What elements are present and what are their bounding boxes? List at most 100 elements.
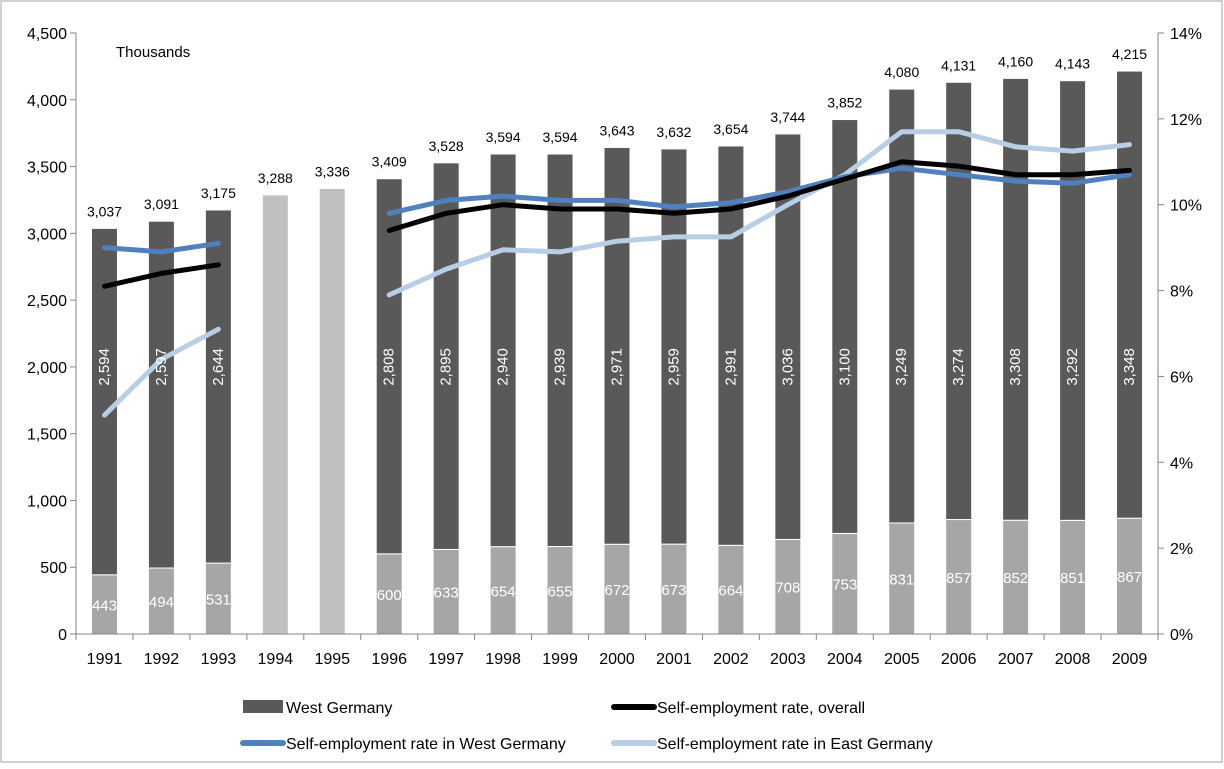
east-label-1997: 633 [434,585,459,602]
line-self-employment-rate-in-west-germany-seg0 [102,240,221,255]
total-label-1995: 3,336 [315,163,350,179]
units-annotation: Thousands [116,44,190,61]
bar-west-1997 [432,162,460,550]
west-label-1997: 2,895 [438,348,455,386]
bar-east-1992 [147,567,175,635]
bar-east-2007 [1002,519,1030,635]
line-self-employment-rate-overall-seg0 [102,262,221,289]
x-axis-tick-label: 1995 [314,651,350,668]
bar-east-2000 [603,543,631,635]
bar-west-2007 [1002,77,1030,521]
left-axis-tick-label: 4,500 [27,26,67,43]
right-axis-tick-label: 14% [1170,26,1202,43]
x-axis-tick-label: 2009 [1112,651,1148,668]
east-label-2002: 664 [718,583,743,600]
left-axis-tick-label: 0 [58,627,67,644]
total-label-1994: 3,288 [258,170,293,186]
east-label-2003: 708 [775,580,800,597]
total-label-1996: 3,409 [372,154,407,170]
bar-east-2005 [888,522,916,635]
x-axis-tick-label: 2003 [770,651,806,668]
left-axis-tick-label: 1,000 [27,493,67,510]
x-axis-tick-label: 1992 [144,651,180,668]
east-label-2004: 753 [832,577,857,594]
west-label-1993: 2,644 [210,348,227,386]
right-axis-tick-label: 10% [1170,198,1202,215]
east-label-2008: 851 [1060,570,1085,587]
line-self-employment-rate-overall-seg1 [386,159,1132,233]
left-axis: 0 500 1,000 1,500 2,000 2,500 3,000 3,500 4,000 4… [27,26,77,644]
bar-west-2002 [717,145,745,546]
bar-total-1994 [261,194,289,635]
bars [90,70,1144,635]
left-axis-tick-label: 3,000 [27,226,67,243]
bar-west-2005 [888,88,916,524]
legend-label-self-employment-rate-overall: Self-employment rate, overall [657,700,865,717]
x-axis-tick-label: 1999 [542,651,578,668]
left-axis-tick-label: 3,500 [27,160,67,177]
total-label-1992: 3,091 [144,196,179,212]
east-label-1993: 531 [206,592,231,609]
right-axis-tick-label: 4% [1170,455,1193,472]
legend-label-west-germany: West Germany [286,700,392,717]
bar-total-1995 [318,187,346,635]
bar-west-1993 [204,209,232,564]
legend-label-self-employment-rate-in-east-germany: Self-employment rate in East Germany [657,736,933,753]
bar-west-1991 [90,227,118,576]
west-label-2006: 3,274 [950,348,967,386]
total-label-2002: 3,654 [713,121,748,137]
bar-west-2006 [945,81,973,521]
bar-west-2008 [1059,80,1087,521]
x-axis-tick-label: 1997 [428,651,464,668]
x-axis-tick-label: 2000 [599,651,635,668]
lines [102,129,1132,418]
total-label-2009: 4,215 [1112,46,1147,62]
line-self-employment-rate-in-east-germany-seg0 [102,326,221,418]
west-label-2000: 2,971 [609,348,626,386]
west-label-1991: 2,594 [96,348,113,386]
bar-east-2006 [945,519,973,635]
bar-east-2001 [660,543,688,635]
legend: West Germany Self-employment rate, overal… [240,700,933,753]
x-axis-tick-label: 1991 [87,651,123,668]
west-label-2007: 3,308 [1007,348,1024,386]
east-label-1996: 600 [377,587,402,604]
right-axis-tick-label: 8% [1170,284,1193,301]
x-axis-tick-label: 2007 [998,651,1034,668]
east-label-2000: 672 [604,582,629,599]
west-label-2005: 3,249 [893,348,910,386]
left-axis-tick-label: 2,500 [27,293,67,310]
x-axis: 1991 1992 1993 1994 1995 1996 1997 1998 1999 2000… [75,633,1159,668]
x-axis-tick-label: 2004 [827,651,863,668]
x-axis-tick-label: 1996 [371,651,407,668]
bar-east-1999 [546,546,574,635]
east-label-2009: 867 [1117,569,1142,586]
total-label-2005: 4,080 [884,64,919,80]
left-axis-tick-label: 2,000 [27,360,67,377]
east-label-1999: 655 [548,583,573,600]
x-axis-tick-label: 2006 [941,651,977,668]
west-label-2002: 2,991 [722,348,739,386]
total-label-1998: 3,594 [486,129,521,145]
total-label-2000: 3,643 [599,122,634,138]
right-axis: 0% 2% 4% 6% 8% 10% 12% 14% [1157,26,1202,644]
left-axis-tick-label: 1,500 [27,427,67,444]
west-label-1999: 2,939 [552,348,569,386]
x-axis-tick-label: 2001 [656,651,692,668]
total-label-1999: 3,594 [543,129,578,145]
line-self-employment-rate-in-west-germany-seg1 [386,165,1132,216]
total-label-2001: 3,632 [656,124,691,140]
total-label-1991: 3,037 [87,203,122,219]
bar-west-1998 [489,153,517,548]
x-axis-tick-label: 1998 [485,651,521,668]
right-axis-tick-label: 2% [1170,541,1193,558]
total-label-2003: 3,744 [770,109,805,125]
bar-west-1992 [147,220,175,569]
east-label-2006: 857 [946,570,971,587]
total-label-1993: 3,175 [201,185,236,201]
bar-west-2000 [603,146,631,545]
east-label-1998: 654 [491,583,516,600]
west-label-1992: 2,597 [153,348,170,386]
east-label-2001: 673 [661,582,686,599]
